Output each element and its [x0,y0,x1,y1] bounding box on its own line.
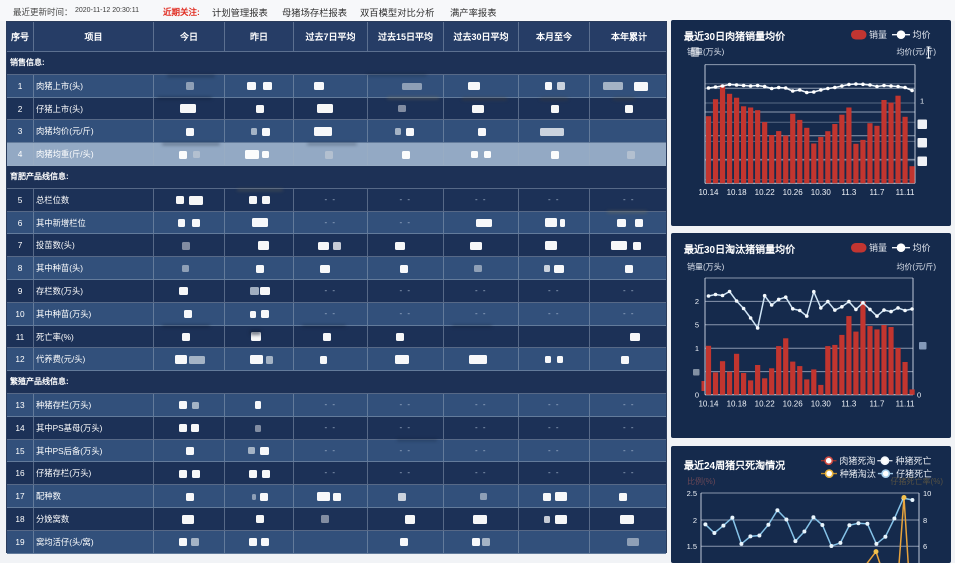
svg-text:10.26: 10.26 [783,400,804,409]
svg-text:0: 0 [917,391,921,400]
svg-text:10.18: 10.18 [727,400,748,409]
svg-text:10.14: 10.14 [698,188,719,197]
svg-text:2: 2 [693,516,697,525]
svg-text:销量: 销量 [869,29,887,40]
svg-text:11.7: 11.7 [870,400,886,409]
svg-text:1.5: 1.5 [687,542,697,551]
svg-text:仔猪死亡: 仔猪死亡 [896,468,932,479]
svg-text:均价(元/斤): 均价(元/斤) [896,47,936,57]
svg-text:销量(万头): 销量(万头) [687,262,725,272]
svg-text:0: 0 [695,391,699,400]
svg-text:11.3: 11.3 [841,188,857,197]
svg-text:均价: 均价 [913,29,931,40]
svg-text:销量: 销量 [869,242,887,253]
svg-text:1: 1 [920,97,924,106]
svg-text:10.30: 10.30 [811,188,832,197]
svg-text:6: 6 [923,542,927,551]
svg-text:10.14: 10.14 [698,400,719,409]
svg-text:11.7: 11.7 [870,188,886,197]
svg-text:11.11: 11.11 [896,188,915,197]
svg-text:仔猪死亡率(%): 仔猪死亡率(%) [891,476,944,486]
svg-text:最近30日肉猪销量均价: 最近30日肉猪销量均价 [684,30,786,43]
svg-text:最近24周猪只死淘情况: 最近24周猪只死淘情况 [684,459,785,472]
svg-text:种猪死亡: 种猪死亡 [896,455,932,466]
svg-text:2: 2 [695,297,699,306]
svg-text:均价: 均价 [913,242,931,253]
svg-text:10.22: 10.22 [755,188,776,197]
svg-text:肉猪死淘: 肉猪死淘 [839,455,875,466]
svg-text:最近30日淘汰猪销量均价: 最近30日淘汰猪销量均价 [684,243,796,256]
svg-text:10: 10 [923,489,931,498]
svg-text:1: 1 [695,344,699,353]
svg-text:11.3: 11.3 [841,400,857,409]
svg-text:均价(元/斤): 均价(元/斤) [896,262,936,272]
svg-text:11.11: 11.11 [896,400,915,409]
svg-text:10.22: 10.22 [755,400,776,409]
svg-text:10.18: 10.18 [727,188,748,197]
svg-text:2.5: 2.5 [687,489,697,498]
svg-text:5: 5 [695,321,699,330]
svg-text:10.26: 10.26 [783,188,804,197]
svg-text:8: 8 [923,516,927,525]
svg-text:比例(%): 比例(%) [687,476,716,486]
svg-text:10.30: 10.30 [811,400,832,409]
svg-text:销量(万头): 销量(万头) [687,47,725,57]
svg-text:种猪淘汰: 种猪淘汰 [840,468,876,479]
